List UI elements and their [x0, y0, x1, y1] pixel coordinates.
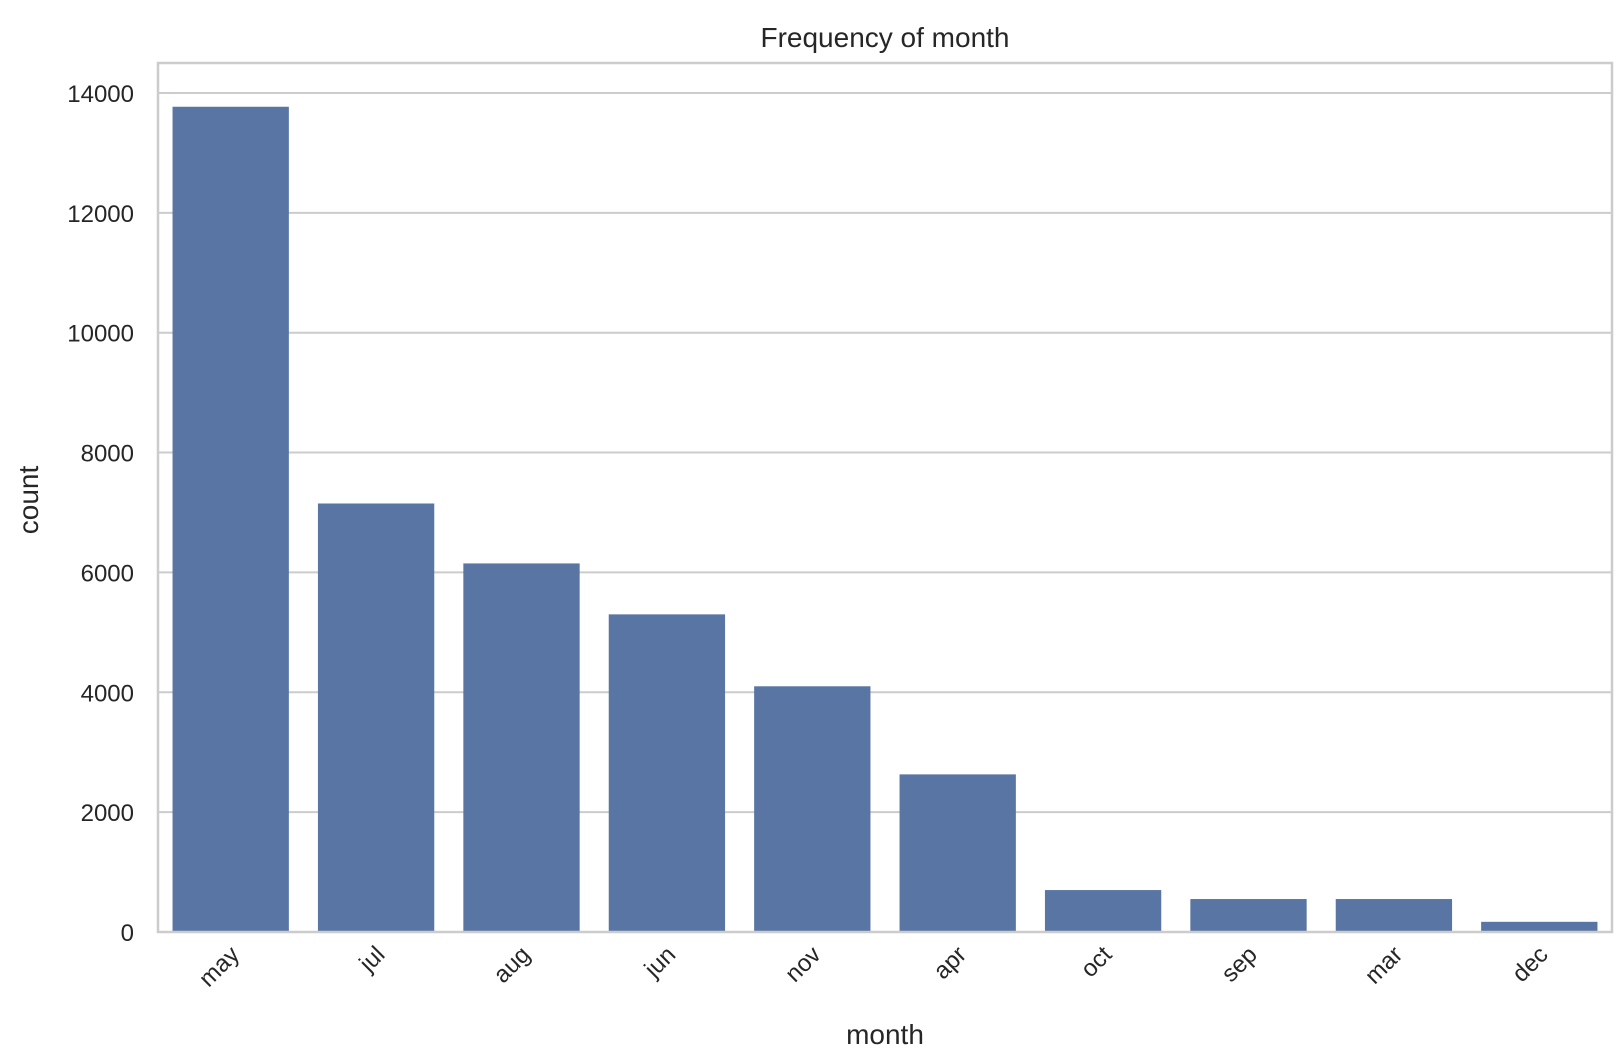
- x-tick-label-jun: jun: [639, 941, 681, 983]
- x-tick-label-nov: nov: [780, 941, 826, 987]
- x-tick-label-aug: aug: [488, 941, 535, 988]
- x-tick-label-mar: mar: [1360, 941, 1408, 989]
- y-tick-labels: 0 2000 4000 6000 8000 10000 12000 14000: [67, 81, 134, 947]
- x-tick-label-sep: sep: [1216, 941, 1262, 987]
- x-tick-label-apr: apr: [928, 941, 972, 985]
- y-tick-label: 2000: [81, 800, 134, 827]
- x-tick-label-dec: dec: [1507, 941, 1553, 987]
- y-axis-label: count: [13, 466, 44, 535]
- y-tick-label: 6000: [81, 560, 134, 587]
- y-tick-label: 12000: [67, 201, 134, 228]
- y-tick-label: 10000: [67, 321, 134, 348]
- bar-dec: [1481, 921, 1598, 932]
- y-tick-label: 8000: [81, 441, 134, 468]
- x-tick-label-jul: jul: [354, 941, 391, 978]
- y-tick-label: 14000: [67, 81, 134, 108]
- bar-oct: [1044, 890, 1162, 932]
- bar-sep: [1190, 899, 1307, 932]
- bars: [172, 106, 1598, 933]
- x-axis-label: month: [846, 1019, 924, 1050]
- bar-mar: [1335, 899, 1453, 932]
- x-tick-label-oct: oct: [1076, 941, 1118, 983]
- bar-nov: [754, 686, 871, 932]
- bar-aug: [463, 563, 580, 932]
- plot-frame: [156, 61, 1614, 934]
- bar-jun: [608, 614, 726, 932]
- bar-jul: [317, 503, 435, 932]
- bar-apr: [899, 774, 1016, 932]
- x-tick-labels: may jul aug jun nov apr oct sep mar dec: [194, 941, 1554, 992]
- y-tick-label: 0: [121, 920, 134, 947]
- x-tick-label-may: may: [194, 941, 245, 992]
- y-tick-label: 4000: [81, 680, 134, 707]
- chart-title: Frequency of month: [760, 22, 1009, 53]
- bar-may: [172, 106, 289, 933]
